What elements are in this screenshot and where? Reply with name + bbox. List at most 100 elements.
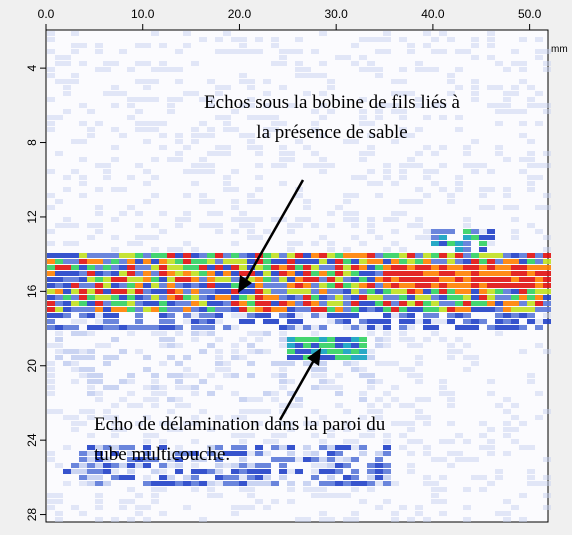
scan-cell [159,277,167,282]
scan-cell [399,277,407,282]
scan-cell [311,271,319,276]
scan-cell [383,499,391,504]
scan-cell [319,349,327,354]
scan-cell [223,289,231,294]
scan-cell [175,271,183,276]
scan-cell [167,307,175,312]
scan-cell [135,265,143,270]
scan-cell [319,517,327,522]
scan-cell [127,325,135,330]
scan-cell [519,307,527,312]
scan-cell [335,301,343,306]
scan-cell [415,505,423,510]
scan-cell [471,355,479,360]
scan-cell [367,469,375,474]
scan-cell [111,295,119,300]
scan-cell [495,283,503,288]
scan-cell [287,421,295,426]
scan-cell [503,109,511,114]
scan-cell [295,241,303,246]
scan-cell [71,31,79,36]
scan-cell [119,499,127,504]
scan-cell [351,259,359,264]
scan-cell [207,169,215,174]
scan-cell [119,295,127,300]
scan-cell [447,421,455,426]
scan-cell [135,259,143,264]
scan-cell [159,325,167,330]
scan-cell [343,199,351,204]
scan-cell [167,421,175,426]
scan-cell [415,307,423,312]
scan-cell [351,487,359,492]
scan-cell [519,37,527,42]
scan-cell [279,163,287,168]
scan-cell [151,97,159,102]
scan-cell [207,283,215,288]
scan-cell [255,289,263,294]
scan-cell [495,103,503,108]
annotation: Echo de délamination dans la paroi du [94,414,386,435]
scan-cell [367,301,375,306]
scan-cell [431,307,439,312]
scan-cell [95,289,103,294]
scan-cell [455,181,463,186]
scan-cell [327,253,335,258]
scan-cell [111,277,119,282]
scan-cell [47,169,55,174]
scan-cell [359,241,367,246]
scan-cell [119,397,127,402]
scan-cell [239,217,247,222]
scan-cell [271,283,279,288]
scan-cell [95,469,103,474]
scan-cell [439,253,447,258]
scan-cell [111,235,119,240]
scan-cell [327,457,335,462]
scan-cell [415,373,423,378]
scan-cell [271,163,279,168]
scan-cell [215,151,223,156]
scan-cell [247,283,255,288]
scan-cell [303,481,311,486]
scan-cell [431,325,439,330]
scan-cell [167,295,175,300]
scan-cell [295,313,303,318]
scan-cell [239,43,247,48]
scan-cell [295,403,303,408]
scan-cell [447,295,455,300]
scan-cell [127,205,135,210]
scan-cell [199,271,207,276]
scan-cell [239,451,247,456]
scan-cell [471,319,479,324]
scan-cell [183,313,191,318]
scan-cell [103,301,111,306]
scan-cell [423,31,431,36]
scan-cell [55,115,63,120]
scan-cell [231,301,239,306]
scan-cell [351,277,359,282]
scan-cell [199,295,207,300]
scan-cell [183,43,191,48]
scan-cell [175,397,183,402]
scan-cell [303,283,311,288]
scan-cell [391,79,399,84]
scan-cell [535,253,543,258]
scan-cell [287,307,295,312]
scan-cell [239,355,247,360]
scan-cell [479,229,487,234]
scan-cell [311,163,319,168]
scan-cell [231,169,239,174]
scan-cell [103,385,111,390]
scan-cell [167,301,175,306]
scan-cell [343,409,351,414]
scan-cell [287,313,295,318]
scan-cell [79,271,87,276]
scan-cell [87,331,95,336]
scan-cell [103,259,111,264]
scan-cell [271,127,279,132]
scan-cell [479,475,487,480]
scan-cell [535,307,543,312]
scan-cell [159,61,167,66]
scan-cell [287,379,295,384]
scan-cell [135,511,143,516]
